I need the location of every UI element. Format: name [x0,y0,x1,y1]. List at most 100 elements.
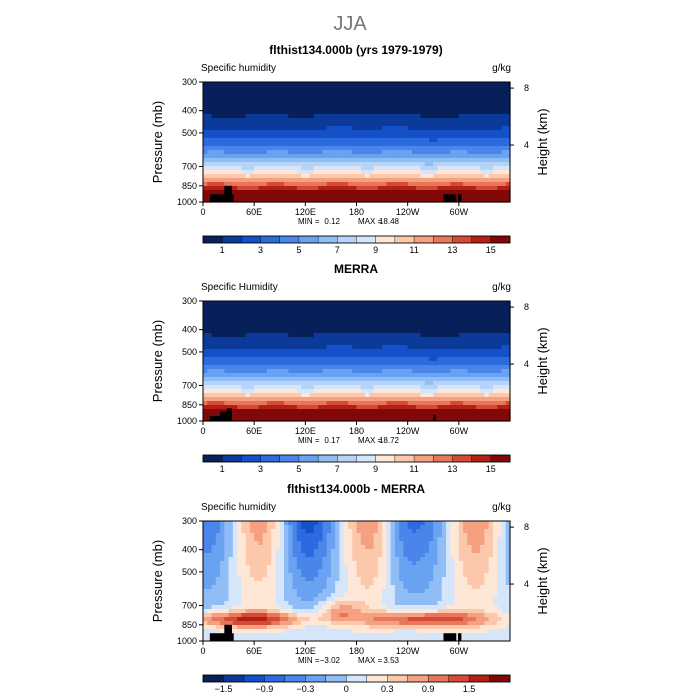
field-cell [450,389,456,394]
field-cell [428,365,434,370]
field-cell [360,545,366,550]
field-cell [428,166,434,171]
field-cell [488,86,494,91]
field-cell [207,106,213,111]
field-cell [484,94,490,99]
field-cell [232,162,238,167]
field-cell [258,198,264,203]
field-cell [369,545,375,550]
field-cell [399,182,404,187]
field-cell [365,166,370,171]
field-cell [305,158,311,163]
field-cell [275,178,281,183]
field-cell [356,381,362,386]
field-cell [330,182,336,187]
field-cell [365,118,370,123]
field-cell [433,377,439,382]
field-cell [437,190,443,195]
field-cell [309,521,315,526]
field-cell [373,417,379,422]
field-cell [326,114,332,119]
field-cell [377,170,383,175]
field-cell [237,341,242,346]
field-cell [271,381,277,386]
field-cell [386,126,392,131]
field-cell [339,309,345,314]
field-cell [271,134,277,139]
field-cell [454,521,460,526]
field-cell [262,341,268,346]
field-cell [339,521,345,526]
field-cell [420,126,426,131]
field-cell [330,333,336,338]
field-cell [463,130,468,135]
field-cell [433,138,439,143]
field-cell [424,377,430,382]
field-cell [322,122,328,127]
field-cell [339,138,345,143]
field-cell [339,541,345,546]
field-cell [433,190,439,195]
field-cell [301,529,306,534]
field-cell [266,401,272,406]
field-cell [330,313,336,318]
field-cell [279,174,285,179]
field-cell [301,170,306,175]
field-cell [224,90,230,95]
field-cell [313,349,319,354]
field-cell [326,190,332,195]
field-cell [335,385,341,390]
field-cell [352,134,358,139]
field-cell [224,130,230,135]
field-cell [228,94,234,99]
field-cell [428,373,434,378]
field-cell [343,533,349,538]
field-cell [318,82,323,87]
field-cell [377,393,383,398]
field-cell [266,317,272,322]
colorbar-frame [202,454,511,463]
field-cell [492,325,498,330]
field-cell [330,178,336,183]
field-cell [411,106,417,111]
field-cell [258,397,264,402]
field-cell [424,373,430,378]
field-cell [211,329,217,334]
field-cell [428,134,434,139]
field-cell [407,178,413,183]
field-cell [416,377,422,382]
field-cell [471,381,477,386]
field-cell [492,541,498,546]
field-cell [424,349,430,354]
field-cell [220,521,225,526]
field-cell [441,162,447,167]
field-cell [458,170,464,175]
field-cell [249,102,255,107]
field-cell [203,182,208,187]
field-cell [446,365,451,370]
field-cell [228,114,234,119]
field-cell [271,357,277,362]
field-cell [505,529,511,534]
field-cell [347,126,353,131]
field-cell [424,525,430,530]
field-cell [237,118,242,123]
field-cell [335,537,341,542]
field-cell [492,142,498,147]
field-cell [305,397,311,402]
field-cell [249,341,255,346]
field-cell [386,317,392,322]
field-cell [339,110,345,115]
field-cell [232,525,238,530]
field-cell [228,385,234,390]
field-cell [399,158,404,163]
field-cell [335,397,341,402]
field-cell [428,361,434,366]
field-cell [275,94,281,99]
field-cell [458,317,464,322]
field-cell [480,405,486,410]
field-cell [211,385,217,390]
field-cell [497,146,503,151]
field-cell [475,186,481,191]
field-cell [347,118,353,123]
